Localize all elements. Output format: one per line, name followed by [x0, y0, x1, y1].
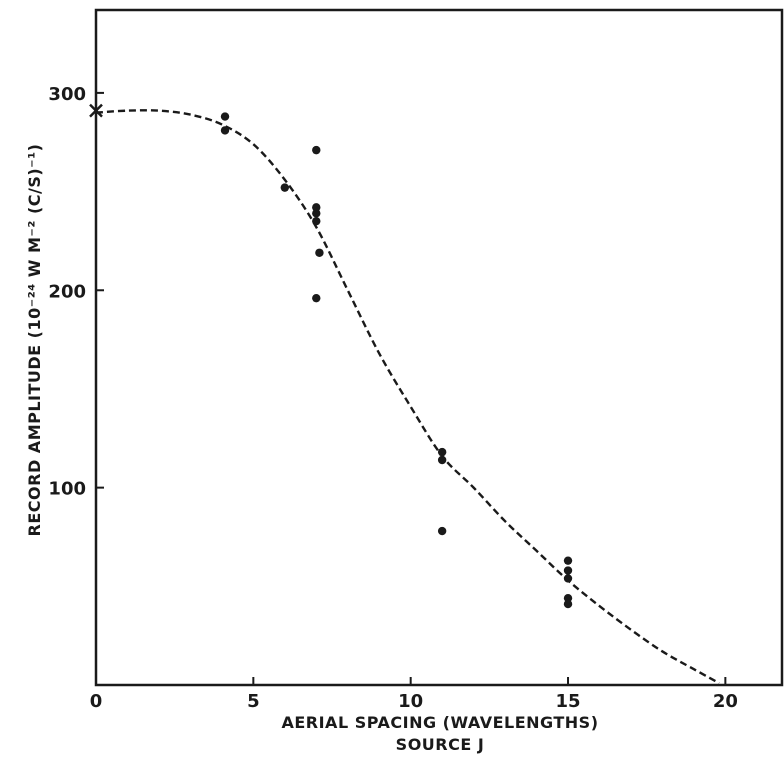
data-point: [312, 209, 321, 218]
x-axis-label: AERIAL SPACING (WAVELENGTHS): [281, 713, 598, 732]
y-tick-label: 100: [48, 479, 86, 500]
data-point: [563, 556, 573, 565]
data-points: [89, 103, 573, 609]
data-point-cross: [89, 103, 103, 118]
x-axis-sublabel: SOURCE J: [396, 735, 485, 754]
data-point: [312, 293, 321, 303]
fitted-curves: [95, 109, 720, 685]
x-tick-label: 0: [90, 691, 103, 712]
data-point: [563, 574, 573, 583]
y-tick-label: 200: [48, 281, 86, 302]
data-point: [437, 447, 447, 457]
x-tick-label: 20: [713, 691, 738, 712]
data-point: [437, 526, 447, 536]
x-tick-label: 10: [398, 691, 423, 712]
x-tick-label: 15: [555, 691, 580, 712]
data-point: [563, 593, 573, 603]
x-axis-ticks: 0 5 10 15 20: [90, 677, 738, 712]
data-point: [312, 145, 321, 155]
data-point: [563, 566, 573, 575]
data-point: [220, 126, 230, 135]
data-point: [280, 183, 290, 192]
y-axis-ticks: 100 200 300: [48, 84, 104, 500]
fitted-curve-line: [95, 109, 720, 685]
data-point: [312, 216, 321, 226]
data-point: [437, 455, 447, 465]
y-axis-label: RECORD AMPLITUDE (10⁻²⁴ W M⁻² (C/S)⁻¹): [25, 144, 44, 537]
data-point: [220, 112, 230, 121]
y-tick-label: 300: [48, 84, 86, 105]
data-point: [315, 248, 324, 257]
data-point: [312, 203, 321, 212]
x-tick-label: 5: [247, 691, 260, 712]
data-point: [563, 599, 573, 609]
plot-frame: [94, 8, 784, 687]
